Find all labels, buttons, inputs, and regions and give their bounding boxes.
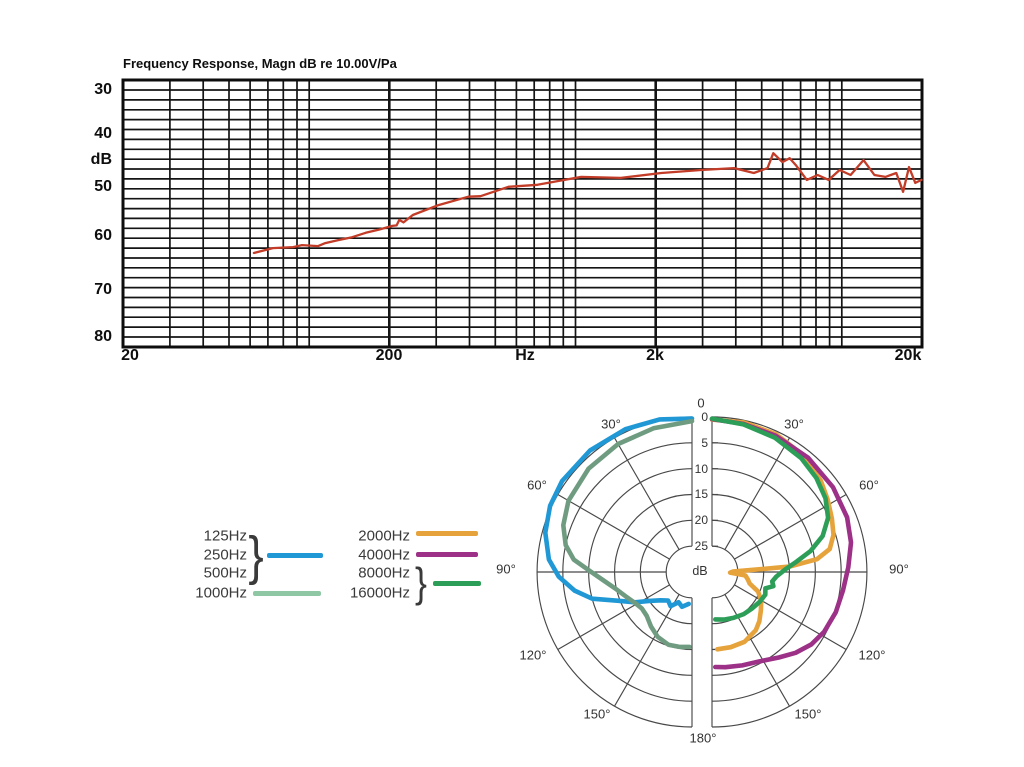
fr-ytick-60: 60	[94, 227, 112, 244]
legend-label-16000hz: 16000Hz	[349, 584, 410, 602]
legend-swatch-8000hz	[433, 581, 481, 586]
fr-xtick-200: 200	[375, 347, 403, 364]
polar-angle-60-right: 60°	[859, 477, 879, 493]
polar-angle-120-left: 120°	[519, 647, 547, 663]
legend-label-2000hz: 2000Hz	[358, 527, 410, 545]
fr-response-trace	[252, 152, 923, 255]
polar-angle-150-left: 150°	[583, 706, 611, 722]
legend-label-250hz: 250Hz	[203, 546, 247, 564]
legend-label-125hz: 125Hz	[203, 527, 247, 545]
polar-angle-180: 180°	[689, 730, 717, 746]
polar-angle-30-left: 30°	[601, 416, 621, 432]
polar-angle-150-right: 150°	[794, 706, 822, 722]
fr-ytick-80: 80	[94, 328, 112, 345]
legend-label-4000hz: 4000Hz	[358, 546, 410, 564]
polar-scale-10: 10	[694, 462, 708, 476]
fr-xtick-2k: 2k	[646, 347, 664, 364]
fr-ytick-30: 30	[94, 81, 112, 98]
fr-yaxis-unit-label: dB	[90, 151, 112, 168]
fr-ytick-40: 40	[94, 125, 112, 142]
polar-scale-15: 15	[694, 487, 708, 501]
polar-scale-20: 20	[694, 513, 708, 527]
polar-angle-90-right: 90°	[889, 561, 909, 577]
legend-brace-low-group: }	[248, 526, 264, 586]
fr-grid	[121, 78, 924, 349]
polar-angle-30-right: 30°	[784, 416, 804, 432]
legend-label-1000hz: 1000Hz	[195, 584, 247, 602]
polar-angle-60-left: 60°	[527, 477, 547, 493]
legend-label-500hz: 500Hz	[203, 564, 247, 582]
polar-curve-8000hz-16000hz	[709, 416, 831, 622]
polar-angle-90-left: 90°	[496, 561, 516, 577]
polar-curve-125hz-500hz	[543, 416, 695, 610]
legend-swatch-4000hz	[416, 552, 478, 557]
polar-curve-1000hz	[561, 418, 695, 650]
fr-xtick-20k: 20k	[894, 347, 922, 364]
polar-scale-0: 0	[701, 410, 708, 424]
fr-xaxis-unit-label: Hz	[515, 347, 535, 364]
legend-swatch-250hz	[267, 553, 323, 558]
polar-angle-120-right: 120°	[858, 647, 886, 663]
fr-xtick-20: 20	[121, 347, 139, 364]
polar-center-db-label: dB	[692, 564, 708, 578]
fr-chart-title: Frequency Response, Magn dB re 10.00V/Pa	[123, 56, 397, 71]
legend-swatch-1000hz	[253, 591, 321, 596]
legend-label-8000hz: 8000Hz	[358, 564, 410, 582]
polar-curve-4000hz	[709, 416, 854, 670]
polar-curve-2000hz	[709, 417, 836, 652]
polar-scale-5: 5	[701, 436, 708, 450]
polar-angle-0: 0	[697, 395, 705, 411]
fr-ytick-70: 70	[94, 281, 112, 298]
polar-scale-25: 25	[694, 539, 708, 553]
legend-brace-high-group: }	[415, 559, 427, 606]
fr-ytick-50: 50	[94, 178, 112, 195]
legend-swatch-2000hz	[416, 531, 478, 536]
